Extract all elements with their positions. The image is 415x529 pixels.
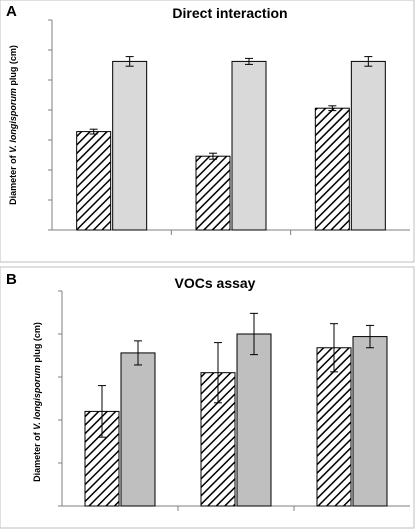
panel-a-y-axis-label: Diameter of V. longisporum plug (cm)	[8, 45, 18, 205]
panel-b: B VOCs assay Diameter of V. longisporum …	[0, 266, 415, 529]
panel-a-bar-hatched	[314, 107, 350, 231]
panel-a: A Direct interaction Diameter of V. long…	[0, 0, 415, 263]
panel-a-frame	[0, 0, 415, 263]
panel-b-title: VOCs assay	[175, 275, 256, 291]
panel-b-letter: B	[6, 271, 17, 288]
panel-a-bar-solid	[350, 60, 386, 231]
panel-b-bar-hatched	[316, 347, 352, 507]
panel-a-bar-solid	[112, 60, 148, 231]
panel-b-plot	[58, 290, 410, 511]
panel-a-plot	[48, 19, 410, 235]
panel-b-bar-solid	[352, 336, 388, 507]
panel-a-bar-solid	[231, 60, 267, 231]
panel-b-frame	[0, 266, 415, 529]
panel-a-bar-hatched	[76, 131, 112, 231]
panel-b-bar-solid	[236, 333, 272, 507]
panel-a-title: Direct interaction	[172, 5, 287, 21]
panel-a-bar-hatched	[195, 155, 231, 231]
panel-a-letter: A	[6, 3, 17, 20]
panel-b-bar-solid	[120, 352, 156, 507]
panel-b-y-axis-label: Diameter of V. longisporum plug (cm)	[32, 322, 42, 482]
panel-b-bar-hatched	[200, 372, 236, 507]
